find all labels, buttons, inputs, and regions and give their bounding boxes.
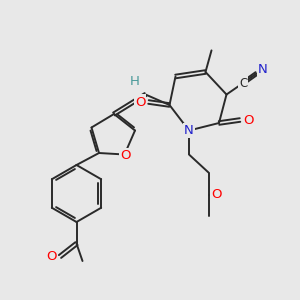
Text: H: H (130, 75, 140, 88)
Text: O: O (120, 148, 130, 162)
Text: O: O (243, 113, 254, 127)
Text: N: N (258, 63, 268, 76)
Text: C: C (239, 76, 247, 90)
Text: O: O (135, 95, 145, 109)
Text: N: N (184, 124, 194, 137)
Text: O: O (212, 188, 222, 202)
Text: O: O (46, 250, 57, 263)
